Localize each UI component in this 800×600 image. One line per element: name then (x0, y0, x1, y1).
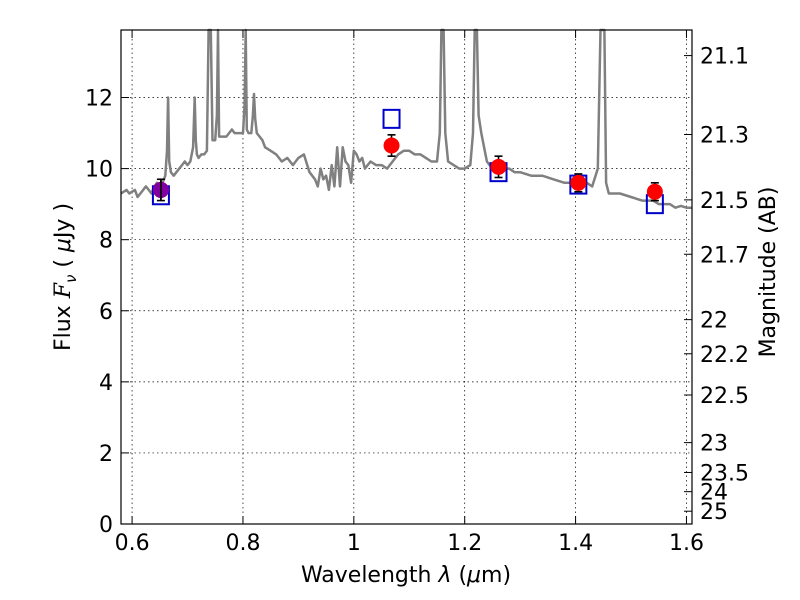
x-tick-label: 0.8 (225, 531, 260, 556)
x-axis-label: Wavelength λ (μm) (301, 563, 511, 588)
x-tick-label: 0.6 (115, 531, 150, 556)
y2-tick-label: 22 (700, 309, 728, 334)
y2-tick-label: 21.7 (700, 243, 749, 268)
y-axis-ticks: 0 2 4 6 8 10 12 (85, 87, 129, 538)
y2-tick-label: 21.5 (700, 189, 749, 214)
y2-tick-label: 21.3 (700, 123, 749, 148)
photometry-point (570, 174, 587, 191)
model-flux-marker (382, 108, 401, 129)
photometry-series (152, 134, 663, 202)
y-tick-label: 4 (99, 371, 113, 396)
y-tick-label: 12 (85, 87, 113, 112)
model-flux-series (151, 108, 664, 215)
y2-axis-label: Magnitude (AB) (756, 187, 781, 358)
y2-tick-label: 21.1 (700, 45, 749, 70)
photometry-point (646, 183, 663, 200)
x-tick-label: 1.2 (447, 531, 482, 556)
x-axis-ticks: 0.6 0.8 1 1.2 1.4 1.6 (115, 30, 704, 556)
spectrum-line (120, 28, 692, 209)
y2-tick-label: 22.5 (700, 384, 749, 409)
y-tick-label: 8 (99, 229, 113, 254)
y-tick-label: 6 (99, 300, 113, 325)
y-tick-label: 2 (99, 442, 113, 467)
photometry-point (490, 158, 507, 175)
y2-tick-label: 25 (700, 500, 728, 525)
x-tick-label: 1.4 (558, 531, 593, 556)
y2-tick-label: 22.2 (700, 343, 749, 368)
x-tick-label: 1.6 (669, 531, 704, 556)
spectrum-series (120, 28, 692, 209)
y-tick-label: 10 (85, 158, 113, 183)
y2-tick-label: 23 (700, 432, 728, 457)
y-axis-label: Flux Fν ( μJy ) (51, 203, 80, 351)
y2-tick-label: 24 (700, 481, 728, 506)
y2-tick-label: 23.5 (700, 461, 749, 486)
x-tick-label: 1 (347, 531, 361, 556)
photometry-point (383, 137, 400, 154)
plot-frame (120, 29, 693, 525)
y-tick-label: 0 (99, 513, 113, 538)
